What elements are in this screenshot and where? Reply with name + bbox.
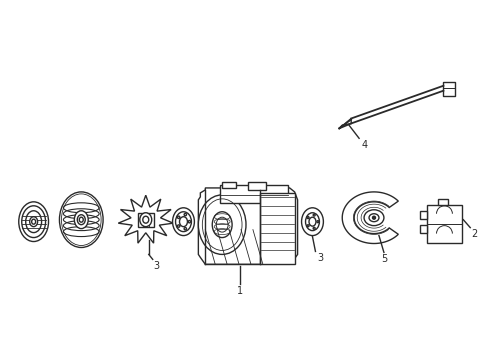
Bar (427, 205, 462, 243)
Circle shape (313, 214, 315, 216)
Ellipse shape (25, 211, 42, 233)
Bar (260, 193, 294, 264)
Circle shape (177, 225, 180, 227)
Ellipse shape (364, 210, 384, 226)
Bar (443, 82, 455, 88)
Ellipse shape (212, 212, 232, 238)
Bar (222, 182, 236, 188)
Polygon shape (339, 118, 351, 129)
Circle shape (184, 213, 187, 216)
Text: 1: 1 (237, 286, 243, 296)
Bar (248, 182, 266, 190)
Ellipse shape (19, 202, 49, 242)
Circle shape (184, 228, 187, 230)
Circle shape (307, 217, 309, 219)
Bar (443, 82, 455, 96)
Text: 2: 2 (471, 229, 477, 239)
Text: 3: 3 (154, 261, 160, 271)
Polygon shape (342, 192, 398, 243)
Ellipse shape (198, 195, 246, 255)
Bar (220, 185, 288, 203)
Ellipse shape (74, 211, 88, 229)
Ellipse shape (172, 208, 195, 235)
Bar (419, 225, 427, 233)
Circle shape (307, 225, 309, 227)
Ellipse shape (175, 212, 192, 231)
Text: 4: 4 (361, 140, 367, 150)
Circle shape (177, 216, 180, 219)
Bar (138, 213, 154, 227)
Ellipse shape (59, 192, 103, 247)
Ellipse shape (216, 217, 228, 232)
Ellipse shape (77, 215, 85, 225)
Polygon shape (198, 188, 297, 264)
Ellipse shape (301, 208, 323, 235)
Text: 5: 5 (381, 255, 387, 265)
Ellipse shape (306, 213, 319, 231)
Ellipse shape (140, 213, 152, 227)
Ellipse shape (30, 217, 38, 227)
Bar (419, 211, 427, 219)
Circle shape (188, 220, 191, 223)
Bar (439, 199, 448, 205)
Circle shape (372, 216, 375, 219)
Circle shape (317, 221, 319, 223)
Polygon shape (118, 195, 173, 243)
Ellipse shape (22, 206, 46, 238)
Text: 3: 3 (318, 253, 323, 264)
Bar (443, 88, 455, 96)
Circle shape (313, 227, 315, 229)
